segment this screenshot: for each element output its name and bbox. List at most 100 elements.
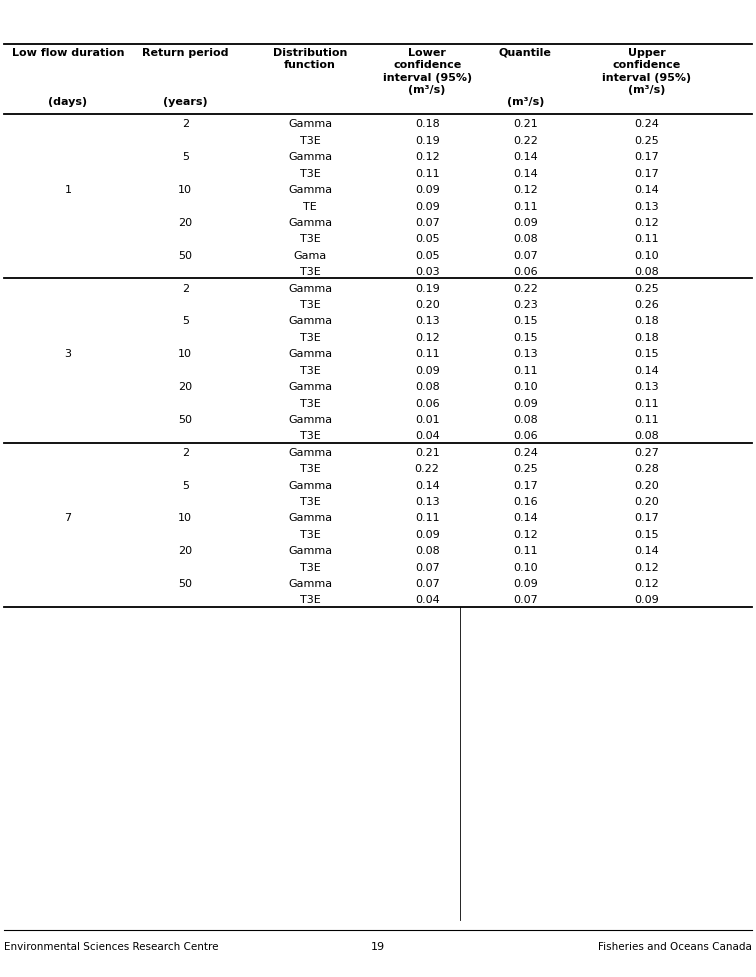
Text: 0.12: 0.12 [415,152,439,162]
Text: 0.07: 0.07 [415,218,439,228]
Text: 0.13: 0.13 [634,201,658,212]
Text: Lower
confidence
interval (95%)
(m³/s): Lower confidence interval (95%) (m³/s) [383,48,472,95]
Text: 0.11: 0.11 [634,399,658,408]
Text: 0.08: 0.08 [415,546,439,556]
Text: 0.18: 0.18 [634,333,658,343]
Text: 0.06: 0.06 [513,431,538,442]
Text: 0.01: 0.01 [415,415,439,425]
Text: 0.23: 0.23 [513,300,538,310]
Text: 0.13: 0.13 [415,317,439,326]
Text: 0.11: 0.11 [415,349,439,360]
Text: T3E: T3E [299,365,321,376]
Text: T3E: T3E [299,431,321,442]
Text: 10: 10 [178,349,192,360]
Text: 0.11: 0.11 [415,513,439,524]
Text: 0.13: 0.13 [513,349,538,360]
Text: 0.12: 0.12 [634,579,658,589]
Text: T3E: T3E [299,169,321,179]
Text: 7: 7 [64,513,72,524]
Text: 0.21: 0.21 [513,119,538,130]
Text: 3: 3 [64,349,72,360]
Text: 0.14: 0.14 [513,152,538,162]
Text: 0.11: 0.11 [513,546,538,556]
Text: 0.12: 0.12 [415,333,439,343]
Text: 5: 5 [181,317,189,326]
Text: T3E: T3E [299,300,321,310]
Text: 1: 1 [64,185,72,195]
Text: 0.06: 0.06 [513,267,538,277]
Text: Gamma: Gamma [288,152,332,162]
Text: 0.25: 0.25 [513,464,538,474]
Text: 0.13: 0.13 [415,497,439,507]
Text: 0.14: 0.14 [634,365,658,376]
Text: T3E: T3E [299,267,321,277]
Text: Distribution
function: Distribution function [273,48,347,70]
Text: 0.09: 0.09 [513,218,538,228]
Text: 2: 2 [181,119,189,130]
Text: 0.11: 0.11 [513,365,538,376]
Text: 0.10: 0.10 [634,251,658,261]
Text: 0.08: 0.08 [513,415,538,425]
Text: Fisheries and Oceans Canada: Fisheries and Oceans Canada [598,942,752,952]
Text: Gamma: Gamma [288,119,332,130]
Text: 0.14: 0.14 [634,546,658,556]
Text: 0.04: 0.04 [415,595,439,606]
Text: 20: 20 [178,382,192,392]
Text: 0.17: 0.17 [634,169,658,179]
Text: Gamma: Gamma [288,382,332,392]
Text: Gamma: Gamma [288,579,332,589]
Text: Gamma: Gamma [288,218,332,228]
Text: 0.15: 0.15 [513,333,538,343]
Text: 0.09: 0.09 [415,530,439,540]
Text: 0.06: 0.06 [415,399,439,408]
Text: 0.08: 0.08 [513,234,538,244]
Text: 0.07: 0.07 [513,595,538,606]
Text: 0.24: 0.24 [513,447,538,458]
Text: 0.19: 0.19 [415,136,439,146]
Text: 50: 50 [178,415,192,425]
Text: 0.14: 0.14 [415,481,439,490]
Text: 2: 2 [181,283,189,294]
Text: 0.12: 0.12 [634,563,658,573]
Text: T3E: T3E [299,464,321,474]
Text: 0.27: 0.27 [634,447,658,458]
Text: 0.20: 0.20 [634,481,658,490]
Text: 10: 10 [178,185,192,195]
Text: 0.12: 0.12 [513,530,538,540]
Text: 20: 20 [178,218,192,228]
Text: Return period: Return period [142,48,228,58]
Text: 0.08: 0.08 [415,382,439,392]
Text: 0.15: 0.15 [634,530,658,540]
Text: 0.15: 0.15 [513,317,538,326]
Text: 0.09: 0.09 [634,595,658,606]
Text: T3E: T3E [299,234,321,244]
Text: Environmental Sciences Research Centre: Environmental Sciences Research Centre [4,942,218,952]
Text: 0.16: 0.16 [513,497,538,507]
Text: 50: 50 [178,579,192,589]
Text: 0.04: 0.04 [415,431,439,442]
Text: 0.17: 0.17 [513,481,538,490]
Text: Gamma: Gamma [288,185,332,195]
Text: Gamma: Gamma [288,481,332,490]
Text: 0.09: 0.09 [513,399,538,408]
Text: 19: 19 [371,942,385,952]
Text: 0.11: 0.11 [634,415,658,425]
Text: 0.09: 0.09 [415,365,439,376]
Text: TE: TE [303,201,317,212]
Text: 0.11: 0.11 [634,234,658,244]
Text: 0.17: 0.17 [634,513,658,524]
Text: 0.13: 0.13 [634,382,658,392]
Text: 0.09: 0.09 [513,579,538,589]
Text: Low flow duration: Low flow duration [12,48,124,58]
Text: Gamma: Gamma [288,349,332,360]
Text: 0.05: 0.05 [415,234,439,244]
Text: 0.12: 0.12 [634,218,658,228]
Text: 0.22: 0.22 [513,136,538,146]
Text: Upper
confidence
interval (95%)
(m³/s): Upper confidence interval (95%) (m³/s) [602,48,691,95]
Text: 0.17: 0.17 [634,152,658,162]
Text: 0.20: 0.20 [415,300,439,310]
Text: Gamma: Gamma [288,415,332,425]
Text: 0.03: 0.03 [415,267,439,277]
Text: 0.11: 0.11 [513,201,538,212]
Text: 0.10: 0.10 [513,382,538,392]
